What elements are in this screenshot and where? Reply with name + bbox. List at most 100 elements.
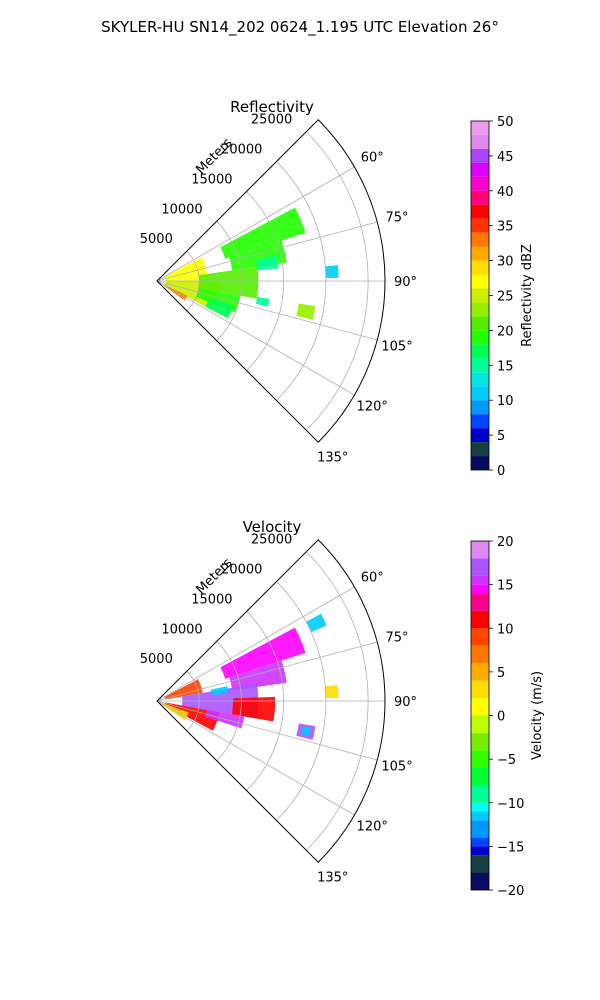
colorbar-band-3 <box>471 414 489 429</box>
colorbar-band-3 <box>471 837 489 847</box>
colorbar-band-11 <box>471 715 489 733</box>
azimuth-tick-label-5: 135° <box>317 871 348 886</box>
echo-region-0 <box>220 207 306 259</box>
colorbar-band-16 <box>471 628 489 646</box>
colorbar-tick-label-9: 45 <box>497 150 514 165</box>
azimuth-spoke-4 <box>156 700 355 816</box>
reflectivity-panel: Reflectivity 5000 10000 15000 20000 25000 60°… <box>140 98 535 479</box>
colorbar-tick-label-8: 40 <box>497 185 514 200</box>
velocity-title: Velocity <box>243 518 302 536</box>
velocity-labels: 5000 10000 15000 20000 25000 60° 75° 90° 105° 120… <box>140 533 417 886</box>
colorbar-band-4 <box>471 820 489 838</box>
echo-region-4 <box>164 679 203 700</box>
colorbar-band-18 <box>471 204 489 219</box>
echo-region-6 <box>198 266 259 299</box>
colorbar-tick-label-7: 15 <box>497 579 514 594</box>
colorbar-band-23 <box>471 134 489 149</box>
reflectivity-colorbar-label: Reflectivity dBZ <box>520 244 535 347</box>
echo-region-9 <box>296 303 316 320</box>
azimuth-tick-label-3: 105° <box>381 759 412 774</box>
colorbar-band-13 <box>471 274 489 289</box>
colorbar-band-17 <box>471 218 489 233</box>
colorbar-tick-label-2: −10 <box>497 797 524 812</box>
velocity-panel: Velocity 5000 10000 15000 20000 25000 60° 75° 9… <box>140 518 545 899</box>
colorbar-tick-label-7: 35 <box>497 220 514 235</box>
colorbar-tick-label-0: 0 <box>497 464 505 479</box>
colorbar-band-16 <box>471 232 489 247</box>
colorbar-band-15 <box>471 246 489 261</box>
echo-region-6 <box>231 696 276 722</box>
azimuth-spoke-1 <box>156 221 378 282</box>
azimuth-tick-label-1: 75° <box>386 211 409 226</box>
colorbar-tick-label-6: 10 <box>497 622 514 637</box>
colorbar-band-2 <box>471 846 489 856</box>
velocity-colorbar: −20 −15 −10 −5 0 5 10 15 20 <box>470 535 524 899</box>
radial-tick-label-1: 10000 <box>161 202 202 217</box>
echo-region-2 <box>306 613 327 633</box>
reflectivity-title: Reflectivity <box>230 98 314 116</box>
colorbar-band-14 <box>471 260 489 275</box>
radial-tick-label-4: 25000 <box>251 113 292 128</box>
colorbar-band-8 <box>471 344 489 359</box>
colorbar-band-8 <box>471 767 489 786</box>
colorbar-band-4 <box>471 400 489 415</box>
colorbar-tick-label-8: 20 <box>497 535 514 550</box>
azimuth-spoke-3 <box>156 280 378 341</box>
colorbar-tick-label-4: 20 <box>497 324 514 339</box>
colorbar-band-2 <box>471 428 489 443</box>
colorbar-band-17 <box>471 610 489 629</box>
sector-outline <box>156 539 386 863</box>
colorbar-tick-label-1: 5 <box>497 429 505 444</box>
radial-tick-label-2: 15000 <box>191 172 232 187</box>
velocity-grid <box>156 539 386 863</box>
radial-tick-label-3: 20000 <box>221 143 262 158</box>
azimuth-spoke-0 <box>156 166 355 282</box>
colorbar-band-10 <box>471 316 489 331</box>
colorbar-tick-label-10: 50 <box>497 115 514 130</box>
echo-region-4 <box>164 257 208 281</box>
azimuth-spoke-0 <box>156 586 355 702</box>
colorbar-band-13 <box>471 680 489 699</box>
echo-region-2 <box>256 255 279 271</box>
colorbar-tick-label-3: 15 <box>497 359 514 374</box>
sector-outline <box>156 119 386 443</box>
colorbar-band-0 <box>471 872 489 890</box>
colorbar-band-22 <box>471 541 489 559</box>
colorbar-band-15 <box>471 645 489 664</box>
colorbar-band-22 <box>471 148 489 163</box>
colorbar-band-1 <box>471 442 489 457</box>
echo-region-10 <box>255 296 270 307</box>
colorbar-band-5 <box>471 811 489 821</box>
colorbar-band-20 <box>471 575 489 585</box>
colorbar-band-24 <box>471 121 489 135</box>
colorbar-band-9 <box>471 750 489 768</box>
colorbar-band-12 <box>471 288 489 303</box>
colorbar-band-14 <box>471 663 489 681</box>
reflectivity-colorbar: 0 5 10 15 20 25 30 35 40 45 50 <box>470 115 514 479</box>
colorbar-band-20 <box>471 176 489 191</box>
echo-region-1 <box>229 660 287 691</box>
colorbar-tick-label-6: 30 <box>497 255 514 270</box>
radial-tick-label-4: 25000 <box>251 533 292 548</box>
colorbar-tick-label-3: −5 <box>497 753 516 768</box>
echo-region-0 <box>220 627 306 679</box>
azimuth-tick-label-0: 60° <box>361 151 384 166</box>
colorbar-tick-label-1: −15 <box>497 840 524 855</box>
azimuth-tick-label-2: 90° <box>394 275 417 290</box>
colorbar-band-12 <box>471 698 489 716</box>
azimuth-tick-label-0: 60° <box>361 571 384 586</box>
colorbar-band-11 <box>471 302 489 317</box>
colorbar-tick-label-5: 25 <box>497 290 514 305</box>
azimuth-tick-label-5: 135° <box>317 451 348 466</box>
colorbar-band-19 <box>471 190 489 205</box>
colorbar-tick-label-4: 0 <box>497 710 505 725</box>
colorbar-tick-label-0: −20 <box>497 884 524 899</box>
azimuth-tick-label-1: 75° <box>386 631 409 646</box>
colorbar-band-21 <box>471 558 489 576</box>
colorbar-band-7 <box>471 358 489 373</box>
radial-tick-label-3: 20000 <box>221 563 262 578</box>
radial-tick-label-0: 5000 <box>140 652 173 667</box>
colorbar-tick-label-2: 10 <box>497 394 514 409</box>
azimuth-tick-label-4: 120° <box>357 399 388 414</box>
colorbar-band-6 <box>471 802 489 812</box>
